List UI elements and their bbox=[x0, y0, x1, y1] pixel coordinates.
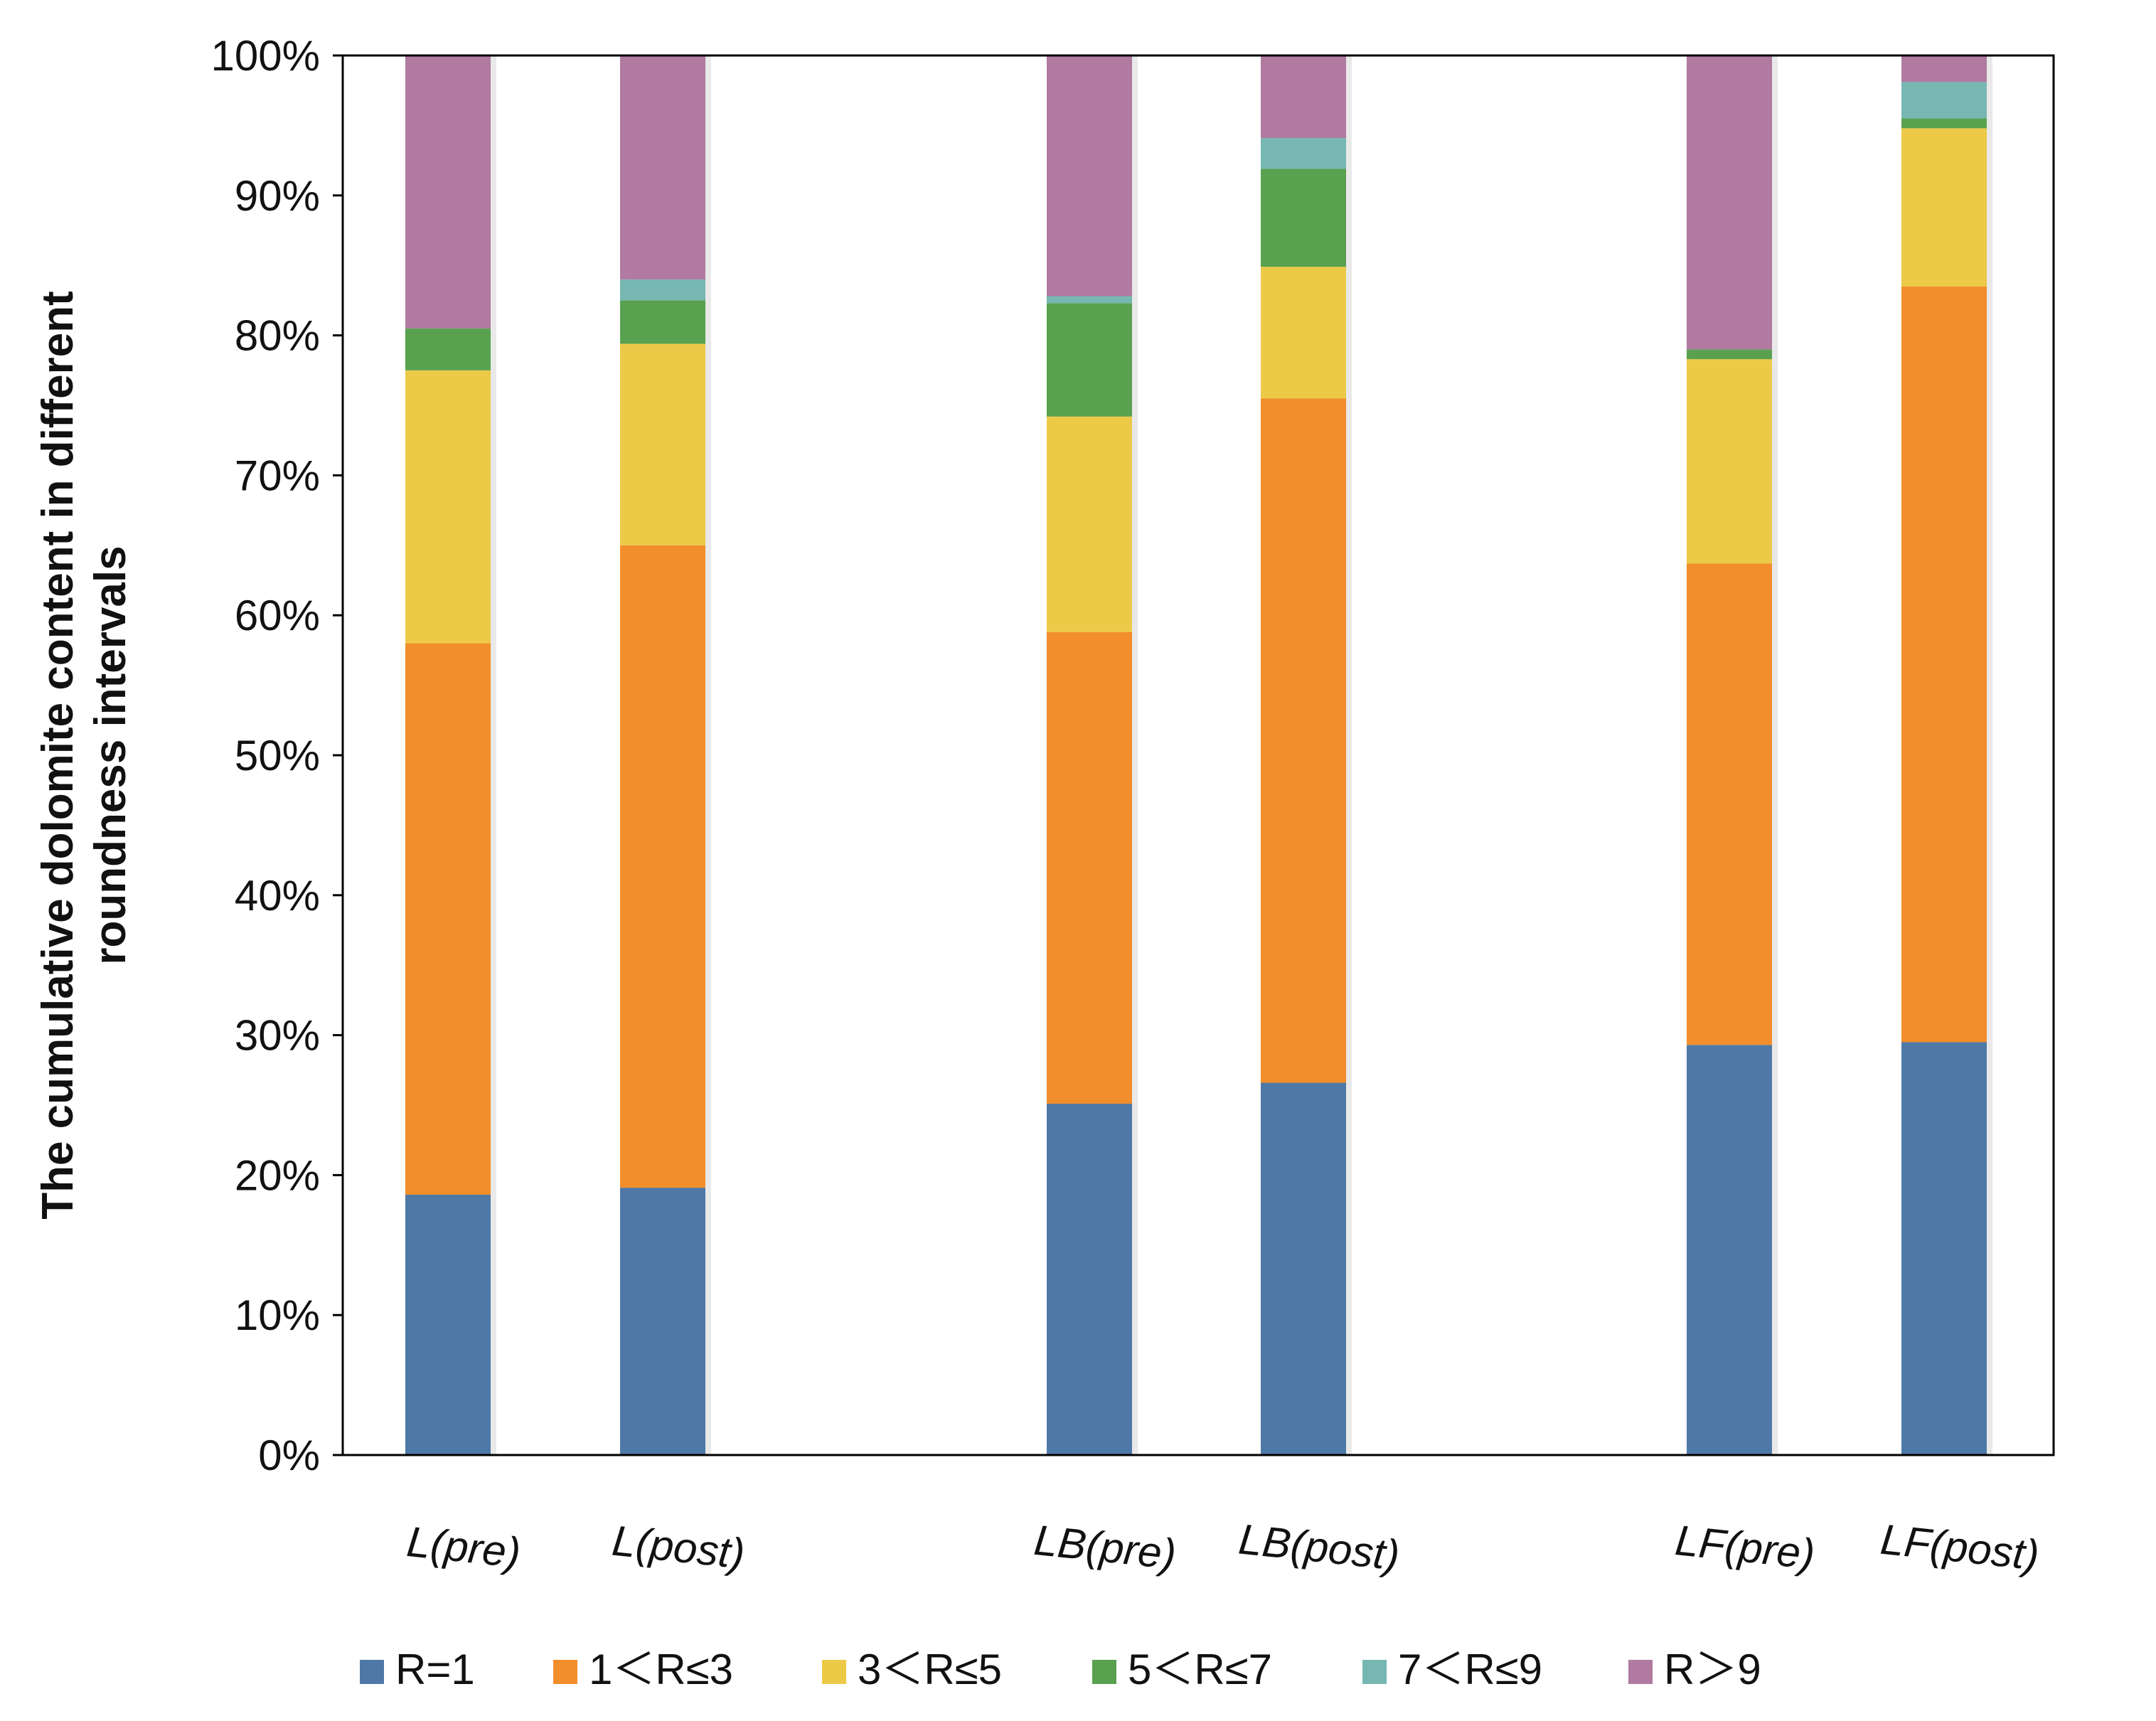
legend-swatch bbox=[822, 1660, 846, 1684]
legend-swatch bbox=[360, 1660, 384, 1684]
legend-label: 7＜R≤9 bbox=[1398, 1646, 1542, 1693]
bar-segment-0-5 bbox=[405, 55, 491, 329]
bar-segment-1-5 bbox=[620, 55, 705, 279]
y-tick-label: 40% bbox=[235, 872, 320, 920]
bar-segment-2-5 bbox=[1047, 55, 1132, 297]
y-tick-label: 20% bbox=[235, 1151, 320, 1199]
bar-segments bbox=[405, 55, 1992, 1455]
bar-segment-1-2 bbox=[620, 343, 705, 545]
y-axis-title-text: The cumulative dolomite content in diffe… bbox=[33, 291, 135, 1220]
bar-segment-4-2 bbox=[1687, 359, 1772, 564]
legend-label: 3＜R≤5 bbox=[858, 1646, 1002, 1693]
bar-segment-2-3 bbox=[1047, 303, 1132, 417]
bar-segment-0-1 bbox=[405, 643, 491, 1195]
legend-label: R=1 bbox=[395, 1646, 475, 1693]
bar-segment-4-5 bbox=[1687, 55, 1772, 350]
bar-segment-5-5 bbox=[1901, 55, 1987, 82]
bar-segment-0-3 bbox=[405, 328, 491, 371]
bar-segment-4-0 bbox=[1687, 1045, 1772, 1455]
y-tick-label: 30% bbox=[235, 1012, 320, 1060]
bar-segment-1-1 bbox=[620, 545, 705, 1188]
legend-label: 5＜R≤7 bbox=[1128, 1646, 1272, 1693]
bar-segment-4-3 bbox=[1687, 349, 1772, 360]
bar-segment-5-3 bbox=[1901, 118, 1987, 129]
y-axis-title: The cumulative dolomite content in diffe… bbox=[33, 291, 135, 1220]
legend-swatch bbox=[1092, 1660, 1116, 1684]
x-category-label: L(pre) bbox=[405, 1518, 523, 1577]
y-tick-label: 0% bbox=[258, 1432, 320, 1479]
legend-swatch bbox=[1628, 1660, 1653, 1684]
y-axis-title-line: roundness intervals bbox=[86, 545, 135, 964]
bar-segment-3-1 bbox=[1261, 398, 1346, 1083]
bar-segment-0-0 bbox=[405, 1194, 491, 1455]
bar-segment-5-2 bbox=[1901, 128, 1987, 287]
bar-segment-0-2 bbox=[405, 370, 491, 644]
legend-swatch bbox=[553, 1660, 577, 1684]
y-tick-label: 100% bbox=[211, 32, 320, 80]
bar-segment-2-4 bbox=[1047, 296, 1132, 304]
y-tick-label: 50% bbox=[235, 732, 320, 779]
bar-segment-1-3 bbox=[620, 300, 705, 344]
bar-segment-2-2 bbox=[1047, 416, 1132, 632]
bar-segment-3-3 bbox=[1261, 169, 1346, 267]
y-tick-label: 10% bbox=[235, 1291, 320, 1339]
bar-segment-3-5 bbox=[1261, 55, 1346, 139]
bar-segment-5-4 bbox=[1901, 82, 1987, 119]
bar-segment-4-1 bbox=[1687, 563, 1772, 1045]
bar-segment-3-4 bbox=[1261, 138, 1346, 169]
bar-segment-3-0 bbox=[1261, 1082, 1346, 1455]
bar-segment-2-1 bbox=[1047, 632, 1132, 1104]
y-tick-label: 80% bbox=[235, 312, 320, 360]
legend-label: R＞9 bbox=[1664, 1646, 1761, 1693]
legend-label: 1＜R≤3 bbox=[589, 1646, 733, 1693]
bar-segment-1-4 bbox=[620, 279, 705, 301]
y-tick-label: 90% bbox=[235, 172, 320, 220]
y-axis-ticks: 0% 10% 20% 30% 40% 50% 60% 70% 80% 90% 100% bbox=[211, 32, 343, 1479]
bar-segment-1-0 bbox=[620, 1188, 705, 1455]
bar-segment-5-1 bbox=[1901, 286, 1987, 1043]
y-tick-label: 70% bbox=[235, 452, 320, 499]
legend-swatch bbox=[1362, 1660, 1387, 1684]
bar-segment-2-0 bbox=[1047, 1104, 1132, 1455]
bar-segment-5-0 bbox=[1901, 1042, 1987, 1455]
y-axis-title-line: The cumulative dolomite content in diffe… bbox=[33, 291, 82, 1220]
y-tick-label: 60% bbox=[235, 592, 320, 639]
legend: R=1 1＜R≤3 3＜R≤5 5＜R≤7 7＜R≤9 R＞9 bbox=[360, 1646, 1761, 1693]
bar-segment-3-2 bbox=[1261, 267, 1346, 399]
